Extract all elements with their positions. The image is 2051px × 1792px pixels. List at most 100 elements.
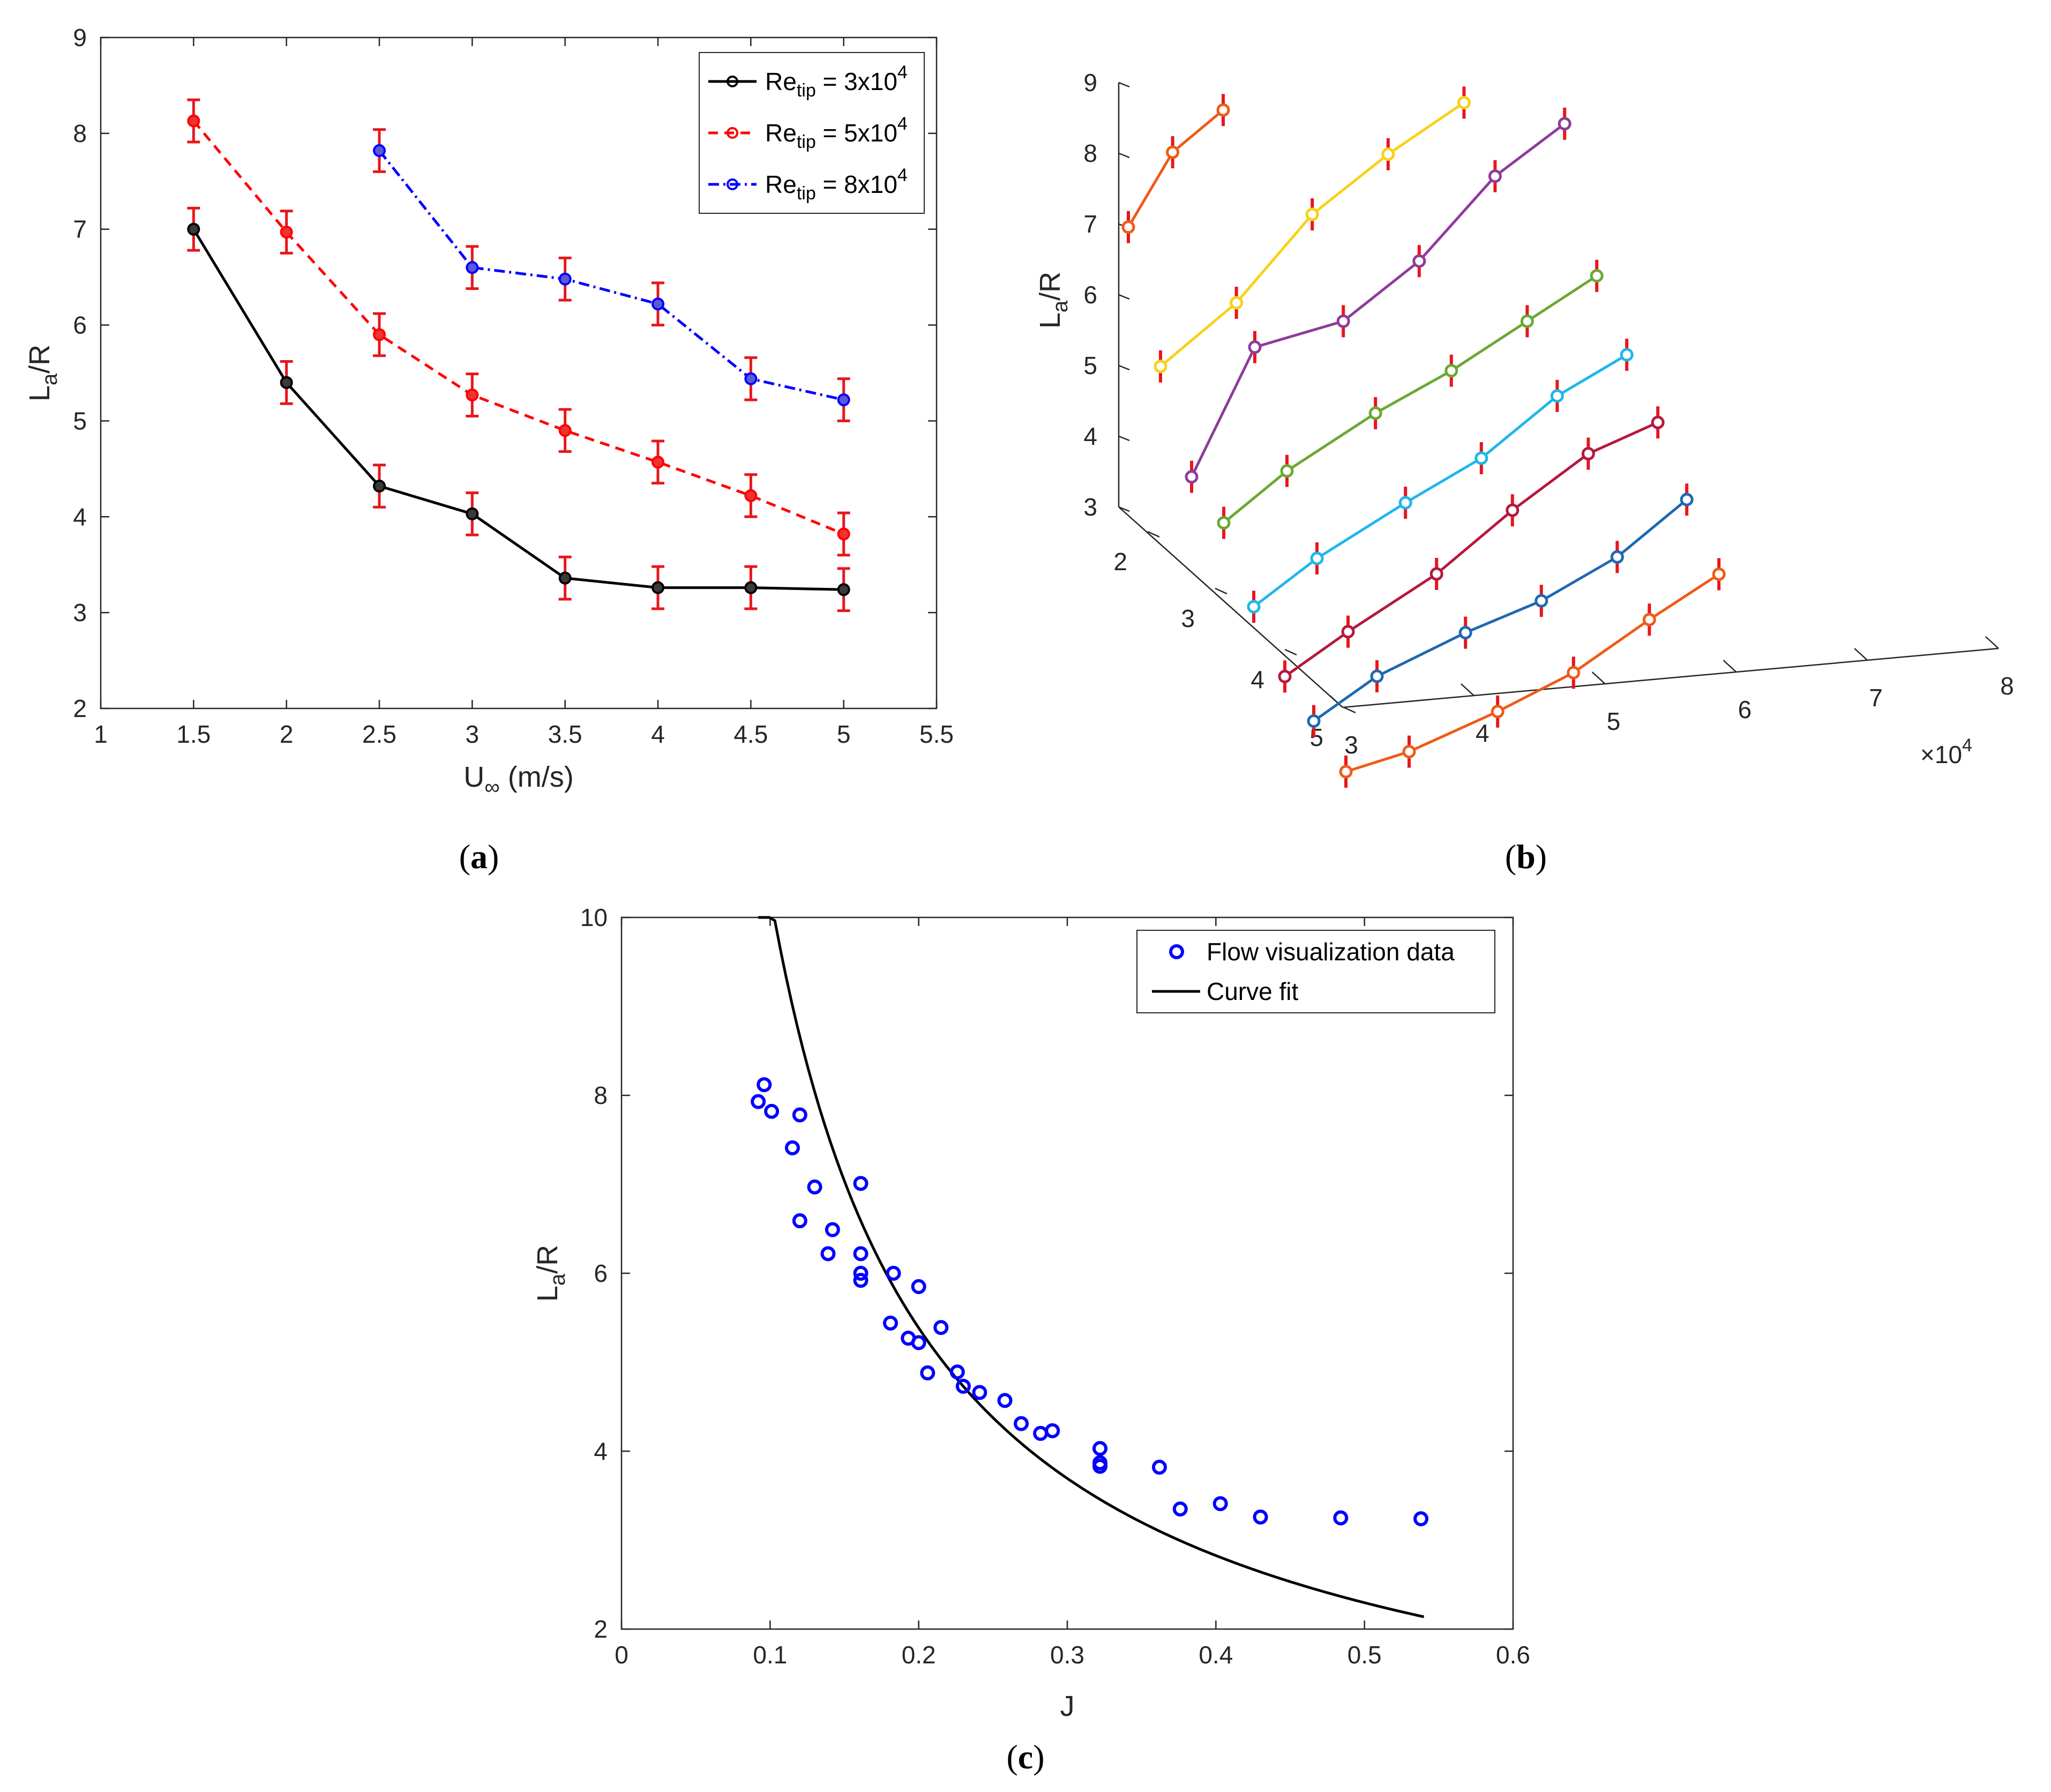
data-point <box>837 583 850 596</box>
plot-b-data-point <box>1370 669 1384 683</box>
scatter-point <box>853 1246 869 1261</box>
plot-b-x-axis <box>1342 647 1999 708</box>
plot-a-ylabel-sub: a <box>38 373 62 385</box>
plot-a-xtick-label: 3 <box>466 720 480 748</box>
plot-b-data-point <box>1488 169 1502 183</box>
data-point <box>280 226 293 239</box>
plot-b-data-point <box>1620 348 1634 362</box>
plot-c-xtick-label: 0.5 <box>1348 1641 1382 1669</box>
scatter-point <box>1092 1441 1108 1457</box>
legend-label-curve-fit: Curve fit <box>1207 977 1298 1005</box>
plot-b-ylabel: La/R <box>1034 272 1072 328</box>
data-point <box>652 456 664 469</box>
scatter-point <box>1172 1501 1188 1517</box>
plot-b-data-point <box>1412 254 1426 268</box>
scatter-point <box>751 1094 766 1109</box>
plot-b-z-tick-label: 8 <box>1083 139 1097 167</box>
scatter-point <box>792 1213 807 1229</box>
plot-b-z-tick-label: 3 <box>1083 493 1097 521</box>
plot-b-data-point <box>1680 492 1694 506</box>
scatter-point <box>1212 1496 1228 1511</box>
plot-b-data-point <box>1230 296 1244 310</box>
scatter-point <box>972 1385 987 1400</box>
legend-entry-re5: Retip = 5x104 <box>708 114 908 152</box>
plot-c-legend: Flow visualization data Curve fit <box>1136 930 1495 1013</box>
data-point <box>373 328 386 341</box>
plot-b-depth-tick-label: 3 <box>1181 604 1195 632</box>
plot-b-data-point <box>1558 117 1571 131</box>
legend-marker-re8 <box>727 178 738 190</box>
plot-b-z-tick <box>1118 294 1130 300</box>
plot-b-x-tick <box>1460 683 1474 696</box>
scatter-point <box>825 1222 840 1237</box>
plot-a-ytick-label: 7 <box>73 215 87 243</box>
plot-a-xtick-label: 4.5 <box>733 720 768 748</box>
data-point <box>373 480 386 493</box>
plot-b-data-point <box>1217 516 1231 530</box>
plot-c-xtick-label: 0 <box>615 1641 628 1669</box>
series-line-0 <box>192 228 844 591</box>
scatter-point <box>1253 1509 1268 1525</box>
plot-b-data-point <box>1336 314 1350 328</box>
data-point <box>652 581 664 594</box>
scatter-point <box>853 1176 869 1191</box>
plot-b-x-tick-label: 4 <box>1476 719 1489 747</box>
plot-b-x-tick <box>1329 695 1343 708</box>
scatter-point <box>882 1315 898 1331</box>
plot-b-data-point <box>1642 613 1656 626</box>
plot-b-series-line-4 <box>1253 353 1628 608</box>
plot-b-data-point <box>1402 745 1416 759</box>
plot-b-series-line-2 <box>1190 122 1566 477</box>
plot-b-data-point <box>1381 147 1395 161</box>
plot-b-data-point <box>1491 705 1504 719</box>
plot-b-x-tick-label: 5 <box>1607 707 1621 735</box>
caption-b: (b) <box>1505 838 1547 876</box>
legend-label-re8: Retip = 8x104 <box>765 165 908 204</box>
plot-a-ylabel-main: L <box>24 385 56 401</box>
plot-a-ytick-label: 4 <box>73 503 87 531</box>
plot-b-data-point <box>1474 451 1488 465</box>
plot-b-series-line-5 <box>1284 421 1659 678</box>
plot-b-data-point <box>1185 470 1199 484</box>
plot-b-z-tick-label: 5 <box>1083 352 1097 379</box>
plot-a-xtick-label: 2 <box>280 720 294 748</box>
plot-b-data-point <box>1339 765 1353 779</box>
plot-c-xtick-label: 0.4 <box>1199 1641 1233 1669</box>
plot-b-data-point <box>1444 364 1458 378</box>
plot-a-ytick-label: 6 <box>73 311 87 339</box>
caption-c: (c) <box>1006 1738 1044 1776</box>
plot-b-series-line-0 <box>1127 109 1224 228</box>
series-line-2 <box>378 150 844 401</box>
plot-a-ytick-label: 5 <box>73 407 87 435</box>
plot-c-xtick-label: 0.6 <box>1496 1641 1530 1669</box>
plot-b-x-tick-label: 3 <box>1344 731 1358 759</box>
plot-b-data-point <box>1506 503 1519 517</box>
series-line-1 <box>192 120 844 535</box>
plot-c-xtick-label: 0.1 <box>753 1641 787 1669</box>
plot-b-z-tick <box>1118 81 1130 88</box>
plot-a-xlabel-sub: ∞ <box>484 775 500 799</box>
plot-a-xtick-label: 5 <box>837 720 851 748</box>
data-point <box>558 272 572 286</box>
plot-b-z-tick-label: 6 <box>1083 281 1097 309</box>
plot-c-ylabel-main: L <box>532 1286 564 1302</box>
legend-label-flow-data: Flow visualization data <box>1207 938 1455 966</box>
panel-a: 1 1.5 2 2.5 3 3.5 4 4.5 5 5.5 2 3 4 5 6 7 8 9 U∞ (m/s) La… <box>24 24 954 876</box>
plot-c-ytick-label: 10 <box>580 904 608 931</box>
caption-a: (a) <box>459 838 499 876</box>
plot-b-ylabel-main: L <box>1034 312 1066 328</box>
scatter-point <box>807 1179 822 1194</box>
legend-marker-re5 <box>727 127 738 139</box>
plot-a-ytick-label: 2 <box>73 695 87 722</box>
plot-b-depth-tick-label: 2 <box>1113 548 1127 576</box>
data-point <box>558 571 572 585</box>
legend-label-re3: Retip = 3x104 <box>765 62 908 101</box>
plot-b-x-multiplier: ×104 <box>1920 735 1972 768</box>
data-point <box>466 389 479 402</box>
plot-b-data-point <box>1429 567 1443 581</box>
plot-b-z-tick <box>1118 364 1130 371</box>
plot-a-ytick-label: 8 <box>73 120 87 147</box>
data-point <box>466 261 479 274</box>
legend-label-re5: Retip = 5x104 <box>765 114 908 152</box>
